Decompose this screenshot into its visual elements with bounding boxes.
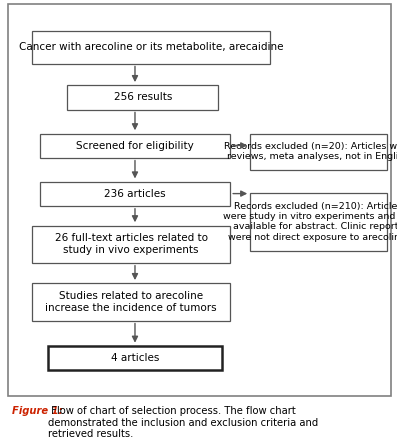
FancyBboxPatch shape	[40, 182, 230, 206]
FancyBboxPatch shape	[32, 226, 230, 263]
Text: Flow of chart of selection process. The flow chart
demonstrated the inclusion an: Flow of chart of selection process. The …	[48, 406, 319, 438]
Text: Figure 1:: Figure 1:	[12, 406, 63, 416]
Text: 236 articles: 236 articles	[104, 189, 166, 199]
Text: Cancer with arecoline or its metabolite, arecaidine: Cancer with arecoline or its metabolite,…	[19, 42, 283, 52]
Text: 26 full-text articles related to
study in vivo experiments: 26 full-text articles related to study i…	[54, 233, 208, 255]
FancyBboxPatch shape	[67, 85, 218, 110]
Text: 256 results: 256 results	[114, 92, 172, 102]
FancyBboxPatch shape	[250, 193, 387, 251]
FancyBboxPatch shape	[250, 134, 387, 170]
Text: Screened for eligibility: Screened for eligibility	[76, 141, 194, 151]
FancyBboxPatch shape	[32, 31, 270, 64]
Text: Records excluded (n=210): Articles
were study in vitro experiments and not
avail: Records excluded (n=210): Articles were …	[223, 201, 397, 242]
FancyBboxPatch shape	[32, 283, 230, 321]
FancyBboxPatch shape	[40, 134, 230, 158]
FancyBboxPatch shape	[8, 4, 391, 396]
Text: 4 articles: 4 articles	[111, 353, 159, 363]
Text: Records excluded (n=20): Articles were
reviews, meta analyses, not in English: Records excluded (n=20): Articles were r…	[224, 142, 397, 162]
FancyBboxPatch shape	[48, 346, 222, 370]
Text: Studies related to arecoline
increase the incidence of tumors: Studies related to arecoline increase th…	[45, 291, 217, 313]
